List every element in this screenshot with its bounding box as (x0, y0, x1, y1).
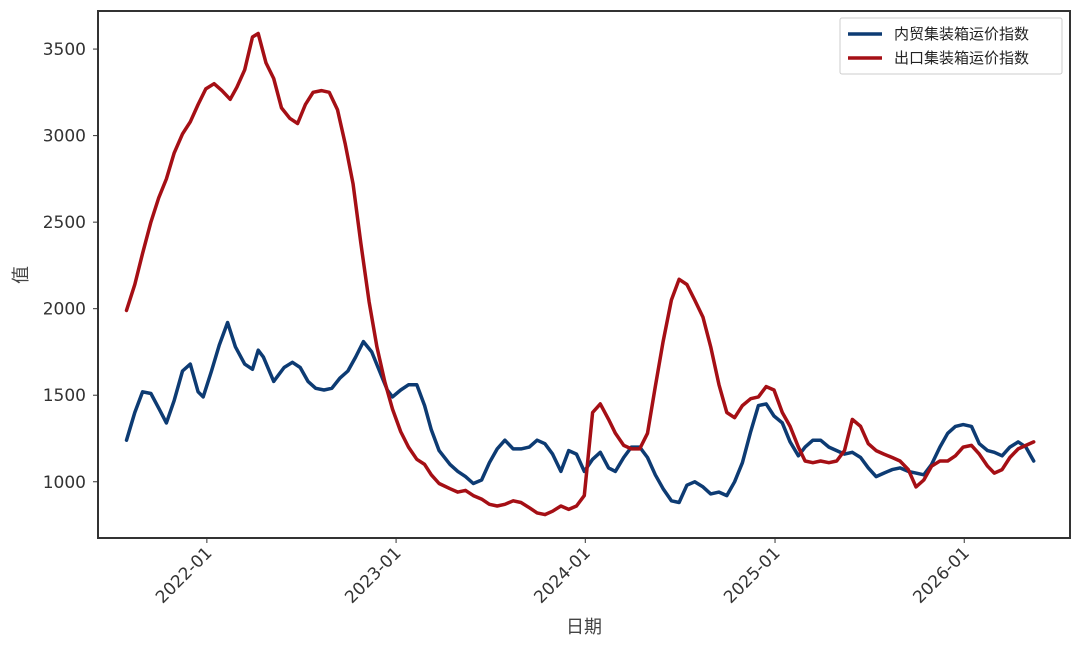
x-axis-label: 日期 (566, 617, 602, 638)
y-tick-label: 1000 (43, 473, 86, 493)
series-line-domestic (124, 320, 1036, 505)
y-tick-label: 3500 (43, 40, 86, 60)
y-tick-label: 3000 (43, 127, 86, 147)
series-lines (124, 31, 1036, 517)
legend-label-domestic: 内贸集装箱运价指数 (894, 25, 1029, 43)
y-tick-label: 1500 (43, 386, 86, 406)
legend: 内贸集装箱运价指数 出口集装箱运价指数 (839, 17, 1063, 75)
plot-frame (97, 10, 1071, 539)
legend-box (839, 17, 1063, 75)
series-line-export (124, 31, 1036, 517)
legend-label-export: 出口集装箱运价指数 (894, 49, 1029, 67)
y-axis-label: 值 (11, 266, 32, 284)
y-axis-ticks: 1000 1500 2000 2500 3000 3500 (43, 40, 98, 493)
y-tick-label: 2000 (43, 300, 86, 320)
y-tick-label: 2500 (43, 213, 86, 233)
